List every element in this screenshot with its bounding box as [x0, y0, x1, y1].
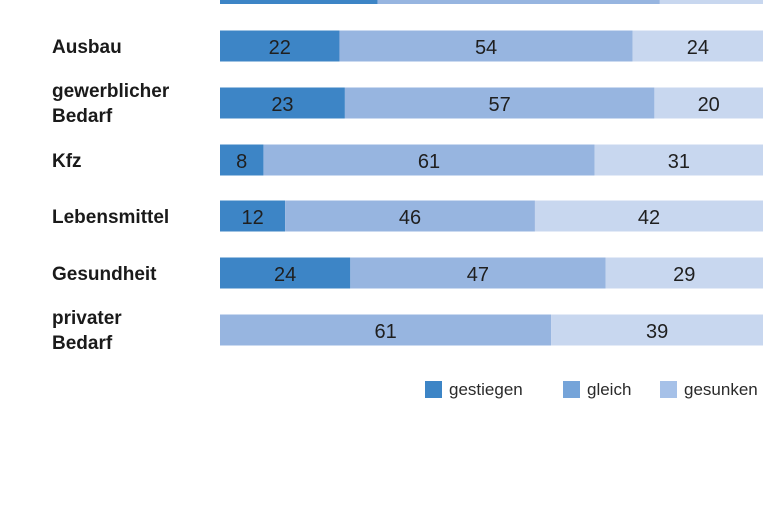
bar-value-label: 57 [489, 94, 511, 116]
legend-swatch-gesunken [660, 381, 677, 398]
bar-value-label: 46 [399, 207, 421, 229]
bar-segment-gleich [220, 314, 552, 346]
labels-layer: Ausbau 22 54 24 gewerblicher Bedarf 23 57 20 Kfz 8… [52, 37, 720, 354]
bar-value-label: 24 [687, 37, 709, 59]
bar-segment-gleich [263, 144, 595, 176]
bar-segment-gesunken [594, 144, 763, 176]
bar-segment-gestiegen [220, 144, 264, 176]
bar-value-label: 42 [638, 207, 660, 229]
bar-value-label: 54 [475, 37, 497, 59]
bar-value-label: 47 [467, 264, 489, 286]
legend-label-gleich: gleich [587, 380, 631, 399]
category-label: Kfz [52, 151, 82, 172]
category-label: Gesundheit [52, 264, 157, 285]
bars-layer [220, 0, 763, 346]
legend: gestiegen gleich gesunken [425, 380, 758, 399]
bar-value-label: 23 [271, 94, 293, 116]
bar-value-label: 29 [673, 264, 695, 286]
bar-value-label: 61 [374, 321, 396, 343]
bar-segment-gleich [344, 87, 655, 119]
bar-value-label: 20 [698, 94, 720, 116]
category-label: gewerblicher Bedarf [52, 81, 170, 127]
legend-label-gestiegen: gestiegen [449, 380, 523, 399]
legend-swatch-gestiegen [425, 381, 442, 398]
category-label: Ausbau [52, 37, 122, 58]
bar-segment-partial-gesunken [659, 0, 763, 4]
category-label: privater Bedarf [52, 308, 122, 354]
bar-segment-gestiegen [220, 87, 345, 119]
bar-segment-partial-gleich [377, 0, 660, 4]
category-label: Lebensmittel [52, 207, 169, 228]
bar-value-label: 12 [241, 207, 263, 229]
bar-segment-gleich [285, 200, 535, 232]
bar-value-label: 8 [236, 151, 247, 173]
bar-segment-partial-gestiegen [220, 0, 378, 4]
bar-segment-gesunken [632, 30, 763, 62]
bar-segment-gestiegen [220, 30, 340, 62]
bar-value-label: 22 [269, 37, 291, 59]
bar-value-label: 61 [418, 151, 440, 173]
bar-segment-gleich [350, 257, 606, 289]
bar-value-label: 24 [274, 264, 296, 286]
bar-segment-gleich [339, 30, 633, 62]
bar-value-label: 31 [668, 151, 690, 173]
legend-label-gesunken: gesunken [684, 380, 758, 399]
bar-segment-gesunken [534, 200, 763, 232]
bar-segment-gesunken [551, 314, 763, 346]
bar-segment-gestiegen [220, 257, 351, 289]
bar-segment-gesunken [605, 257, 763, 289]
bar-segment-gesunken [654, 87, 763, 119]
legend-swatch-gleich [563, 381, 580, 398]
bar-value-label: 39 [646, 321, 668, 343]
bar-segment-gestiegen [220, 200, 286, 232]
